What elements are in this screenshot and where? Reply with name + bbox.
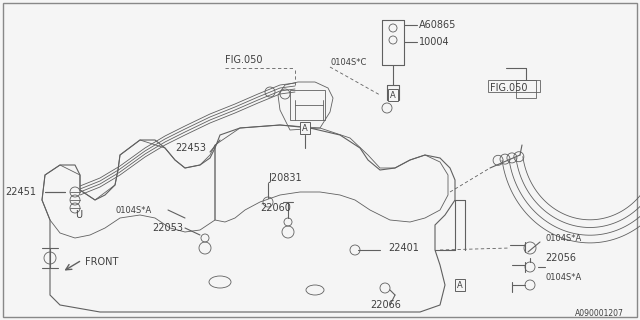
Text: A60865: A60865 (419, 20, 456, 30)
Text: 22060: 22060 (260, 203, 291, 213)
Text: 22066: 22066 (370, 300, 401, 310)
Bar (488, 80, 540, 92)
Bar (516, 80, 536, 98)
Text: A090001207: A090001207 (575, 308, 624, 317)
Text: 10004: 10004 (419, 37, 450, 47)
Text: 22401: 22401 (388, 243, 419, 253)
Text: A: A (457, 281, 463, 290)
Text: 0104S*A: 0104S*A (545, 234, 581, 243)
Text: 0104S*C: 0104S*C (330, 58, 366, 67)
Text: FIG.050: FIG.050 (490, 83, 527, 93)
Text: 22451: 22451 (5, 187, 36, 197)
Text: FRONT: FRONT (85, 257, 118, 267)
Text: 0104S*A: 0104S*A (545, 274, 581, 283)
Text: J20831: J20831 (268, 173, 301, 183)
Bar (290, 90, 325, 120)
Text: 22453: 22453 (175, 143, 206, 153)
Text: 22053: 22053 (152, 223, 183, 233)
Text: 22056: 22056 (545, 253, 576, 263)
Text: A: A (390, 91, 396, 100)
Text: U: U (75, 210, 82, 220)
Text: A: A (302, 124, 308, 132)
Text: FIG.050: FIG.050 (225, 55, 262, 65)
Text: 0104S*A: 0104S*A (115, 205, 151, 214)
